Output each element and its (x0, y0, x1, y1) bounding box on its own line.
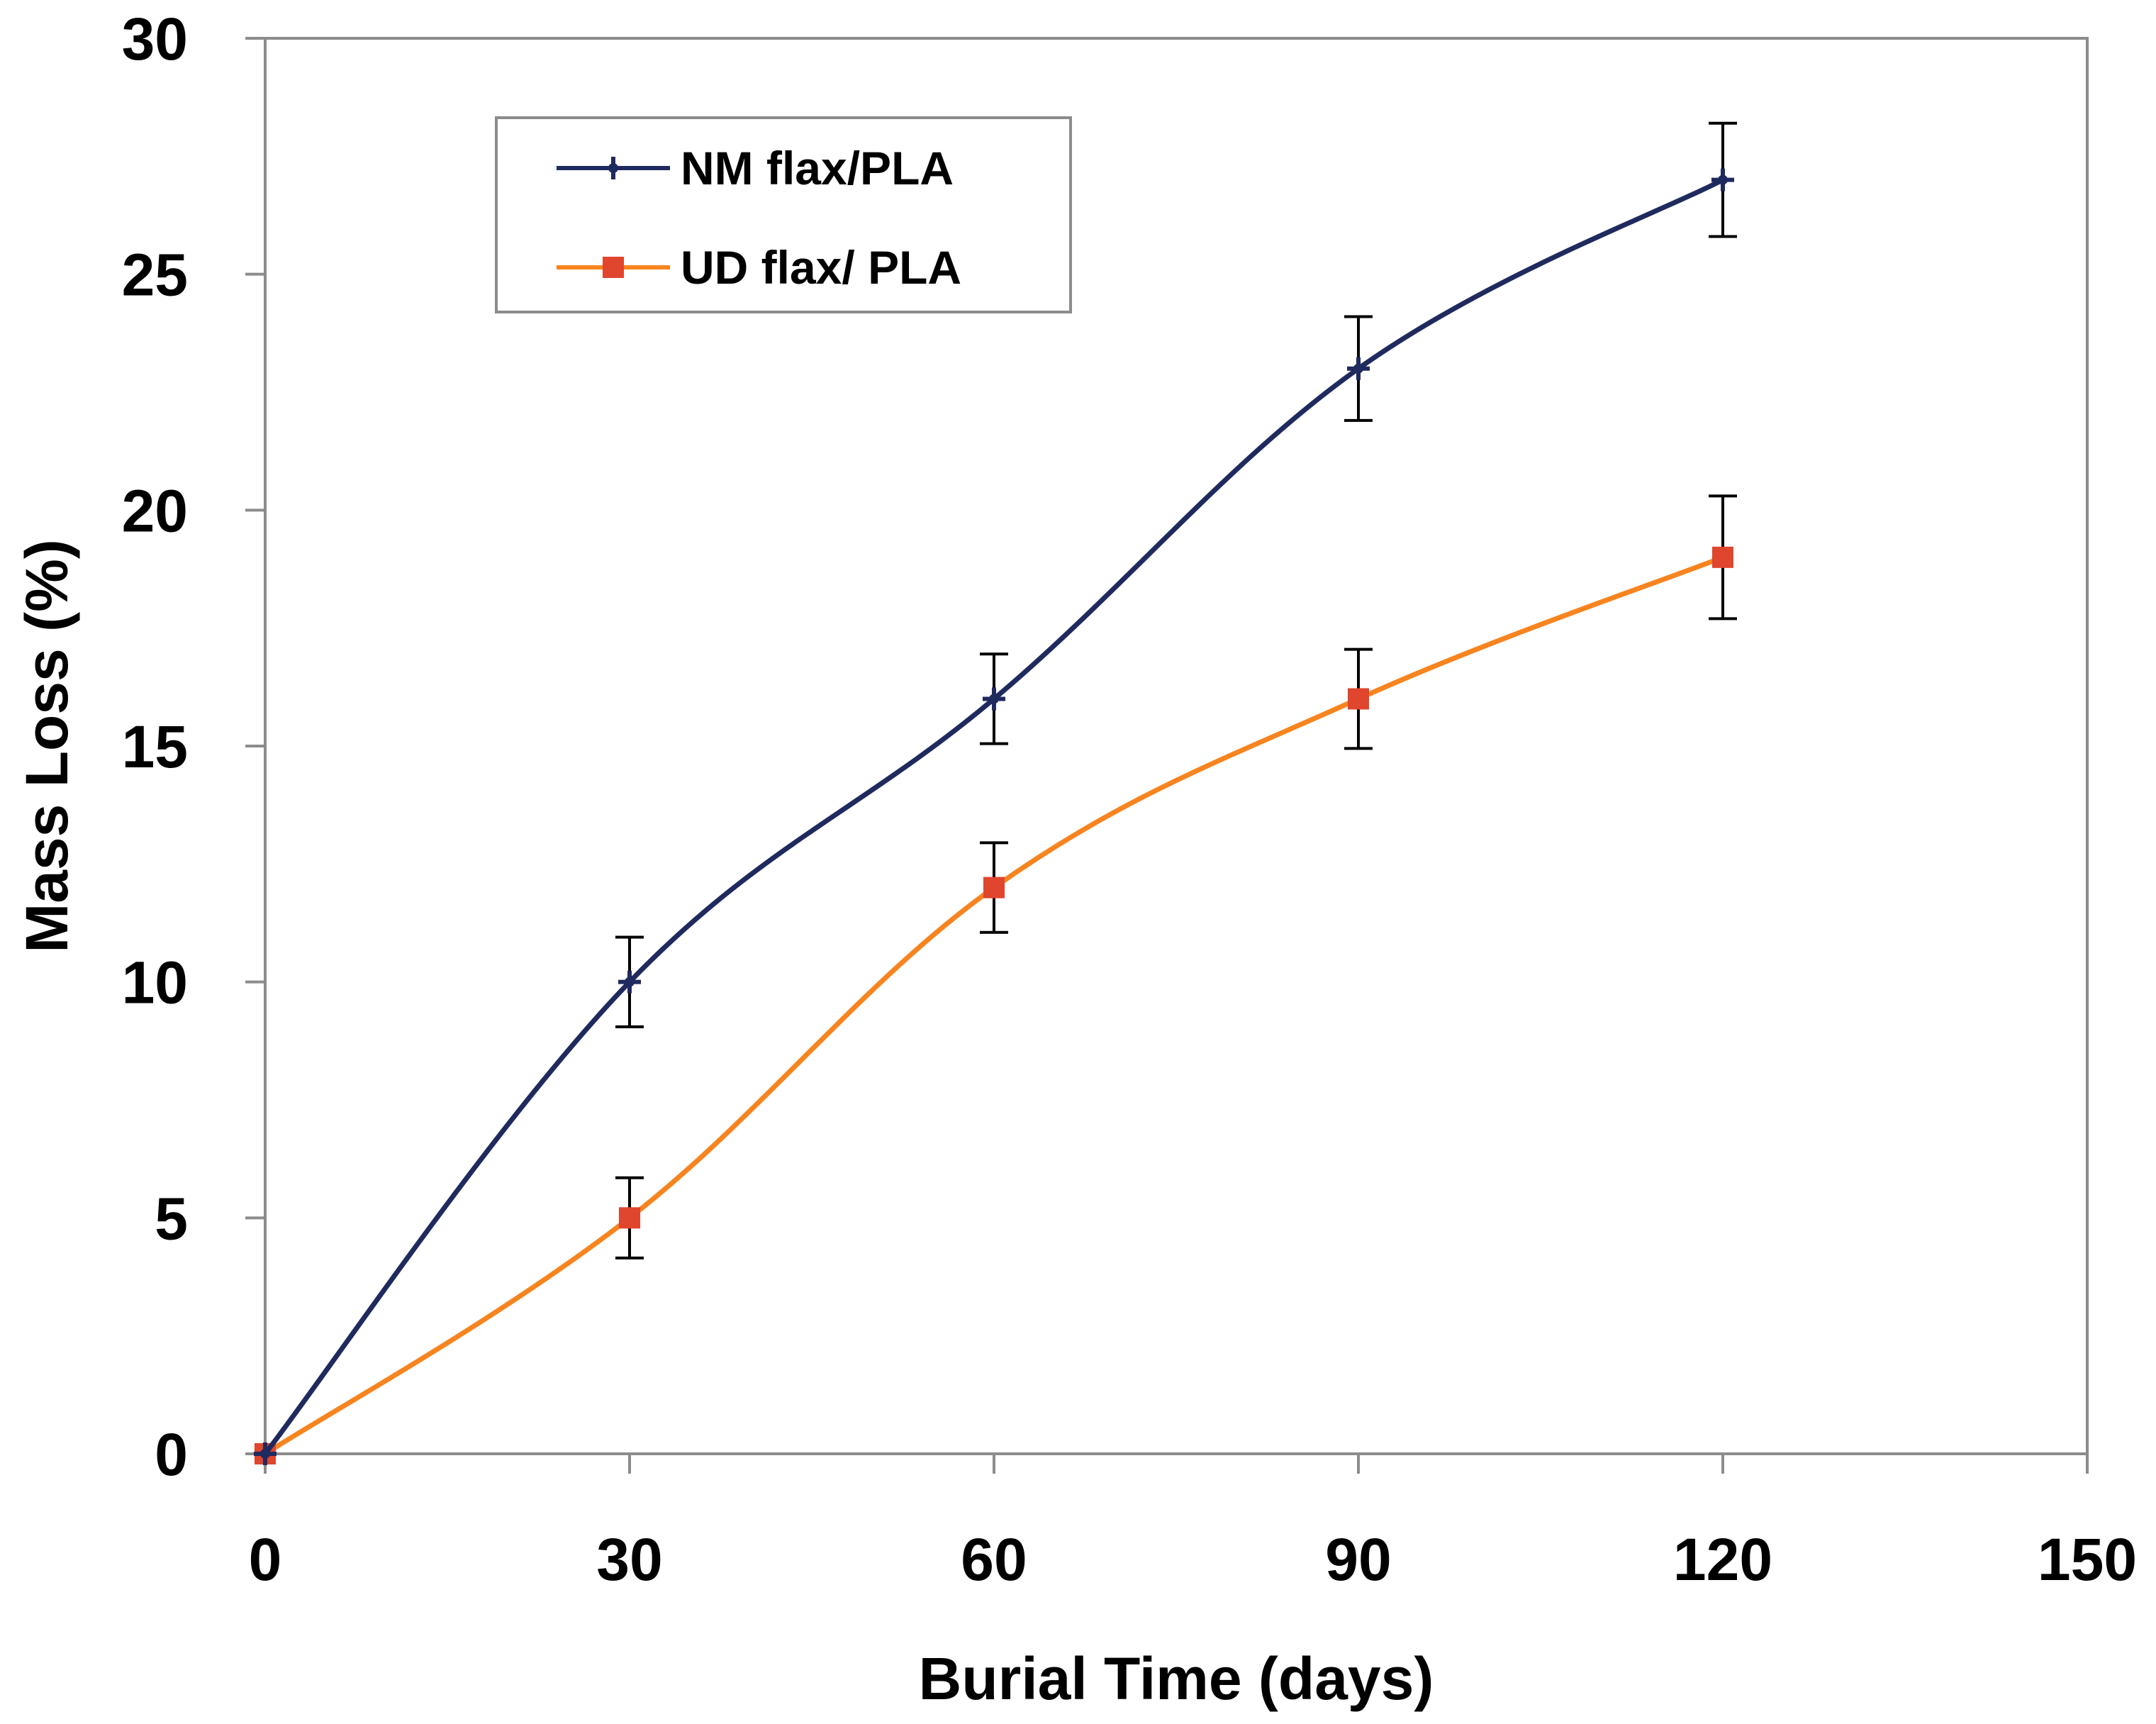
data-point-dot (1718, 174, 1728, 185)
data-point-dot (625, 977, 635, 987)
series-line (263, 177, 1724, 1456)
data-point-dot (260, 1449, 270, 1459)
data-point (254, 1442, 277, 1465)
data-point (1347, 357, 1370, 380)
series-0 (254, 121, 1737, 1465)
x-tick-label: 30 (596, 1526, 662, 1593)
y-tick-label: 0 (155, 1421, 188, 1488)
legend-marker-glyph-dot (608, 163, 618, 173)
series-1 (255, 494, 1737, 1464)
x-tick-label: 120 (1673, 1526, 1772, 1593)
y-tick-label: 15 (122, 713, 188, 780)
data-point (983, 877, 1005, 899)
y-axis-title: Mass Loss (%) (13, 539, 80, 953)
x-axis-title: Burial Time (days) (919, 1645, 1434, 1712)
legend: NM flax/PLA UD flax/ PLA (495, 116, 1072, 313)
x-axis-ticks: 0 30 60 90 120 150 (249, 1454, 2137, 1593)
legend-label-ud: UD flax/ PLA (681, 241, 961, 294)
x-tick-label: 60 (961, 1526, 1027, 1593)
data-point-dot (989, 694, 999, 704)
legend-marker-glyph (603, 257, 624, 278)
legend-label-nm: NM flax/PLA (681, 142, 954, 194)
legend-box (495, 116, 1072, 313)
data-point (1348, 688, 1369, 710)
series-layer (254, 121, 1737, 1465)
x-tick-label: 150 (2038, 1526, 2137, 1593)
y-axis-ticks: 0 5 10 15 20 25 30 (122, 6, 265, 1488)
y-tick-label: 10 (122, 950, 188, 1016)
y-tick-label: 20 (122, 477, 188, 544)
y-tick-label: 25 (122, 242, 188, 308)
data-point (1711, 168, 1734, 191)
data-point (983, 687, 1005, 711)
data-point (1712, 546, 1733, 568)
legend-marker-glyph (602, 157, 625, 179)
data-point (618, 970, 641, 994)
legend-marker-ud (603, 257, 624, 278)
x-tick-label: 0 (249, 1526, 282, 1593)
x-tick-label: 90 (1325, 1526, 1391, 1593)
y-tick-label: 5 (155, 1185, 188, 1252)
data-point-dot (1353, 363, 1363, 374)
legend-marker-nm (602, 157, 625, 179)
data-point (619, 1207, 640, 1229)
y-tick-label: 30 (122, 6, 188, 72)
